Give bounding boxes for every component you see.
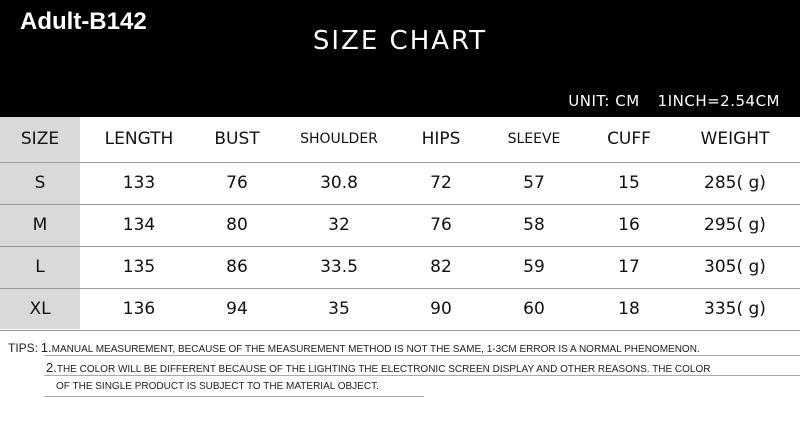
tips-label: TIPS:: [8, 341, 39, 355]
tip-2: 2.THE COLOR WILL BE DIFFERENT BECAUSE OF…: [46, 360, 711, 375]
divider: [44, 396, 424, 397]
divider: [44, 355, 800, 356]
table-row: M 134 80 32 76 58 16 295( g): [0, 204, 800, 247]
tip-number: 2.: [46, 360, 57, 375]
table-cell: 17: [588, 246, 670, 289]
conversion-label: 1INCH=2.54CM: [657, 92, 780, 110]
divider: [44, 375, 800, 376]
table-cell: 30.8: [276, 162, 402, 205]
table-cell: 72: [402, 162, 480, 205]
tip-text: MANUAL MEASUREMENT, BECAUSE OF THE MEASU…: [51, 344, 700, 355]
page-title: SIZE CHART: [312, 26, 488, 56]
table-cell: 16: [588, 204, 670, 247]
column-header: SIZE: [0, 117, 80, 163]
size-table: SIZE LENGTH BUST SHOULDER HIPS SLEEVE CUFF WEIG…: [0, 117, 800, 331]
table-row: S 133 76 30.8 72 57 15 285( g): [0, 162, 800, 205]
column-header: CUFF: [588, 117, 670, 163]
table-row: XL 136 94 35 90 60 18 335( g): [0, 288, 800, 331]
table-cell: S: [0, 162, 80, 205]
table-cell: 133: [80, 162, 198, 205]
table-cell: XL: [0, 288, 80, 331]
model-code: Adult-B142: [20, 8, 147, 35]
table-cell: 32: [276, 204, 402, 247]
table-cell: 82: [402, 246, 480, 289]
table-cell: 295( g): [670, 204, 800, 247]
table-cell: 35: [276, 288, 402, 331]
table-cell: 59: [480, 246, 588, 289]
unit-info: UNIT: CM 1INCH=2.54CM: [568, 92, 780, 110]
table-row: L 135 86 33.5 82 59 17 305( g): [0, 246, 800, 289]
column-header: SLEEVE: [480, 117, 588, 163]
header-banner: Adult-B142 SIZE CHART UNIT: CM 1INCH=2.54…: [0, 0, 800, 117]
column-header: LENGTH: [80, 117, 198, 163]
tip-2-cont: OF THE SINGLE PRODUCT IS SUBJECT TO THE …: [56, 381, 379, 392]
table-cell: 33.5: [276, 246, 402, 289]
tip-text: THE COLOR WILL BE DIFFERENT BECAUSE OF T…: [56, 364, 711, 375]
table-cell: 57: [480, 162, 588, 205]
column-header: SHOULDER: [276, 117, 402, 163]
table-cell: 76: [198, 162, 276, 205]
table-cell: 60: [480, 288, 588, 331]
column-header: HIPS: [402, 117, 480, 163]
table-cell: 18: [588, 288, 670, 331]
unit-label: UNIT: CM: [568, 92, 640, 110]
table-cell: 135: [80, 246, 198, 289]
table-cell: L: [0, 246, 80, 289]
table-cell: 134: [80, 204, 198, 247]
column-header: BUST: [198, 117, 276, 163]
table-cell: 76: [402, 204, 480, 247]
tip-number: 1.: [40, 340, 52, 355]
table-cell: 305( g): [670, 246, 800, 289]
table-cell: 58: [480, 204, 588, 247]
tip-1: TIPS: 1.MANUAL MEASUREMENT, BECAUSE OF T…: [8, 340, 700, 355]
column-header: WEIGHT: [670, 117, 800, 163]
table-cell: 86: [198, 246, 276, 289]
table-cell: 15: [588, 162, 670, 205]
table-cell: 285( g): [670, 162, 800, 205]
table-cell: M: [0, 204, 80, 247]
table-cell: 94: [198, 288, 276, 331]
table-cell: 335( g): [670, 288, 800, 331]
table-cell: 136: [80, 288, 198, 331]
table-header-row: SIZE LENGTH BUST SHOULDER HIPS SLEEVE CUFF WEIG…: [0, 117, 800, 163]
table-cell: 80: [198, 204, 276, 247]
table-cell: 90: [402, 288, 480, 331]
